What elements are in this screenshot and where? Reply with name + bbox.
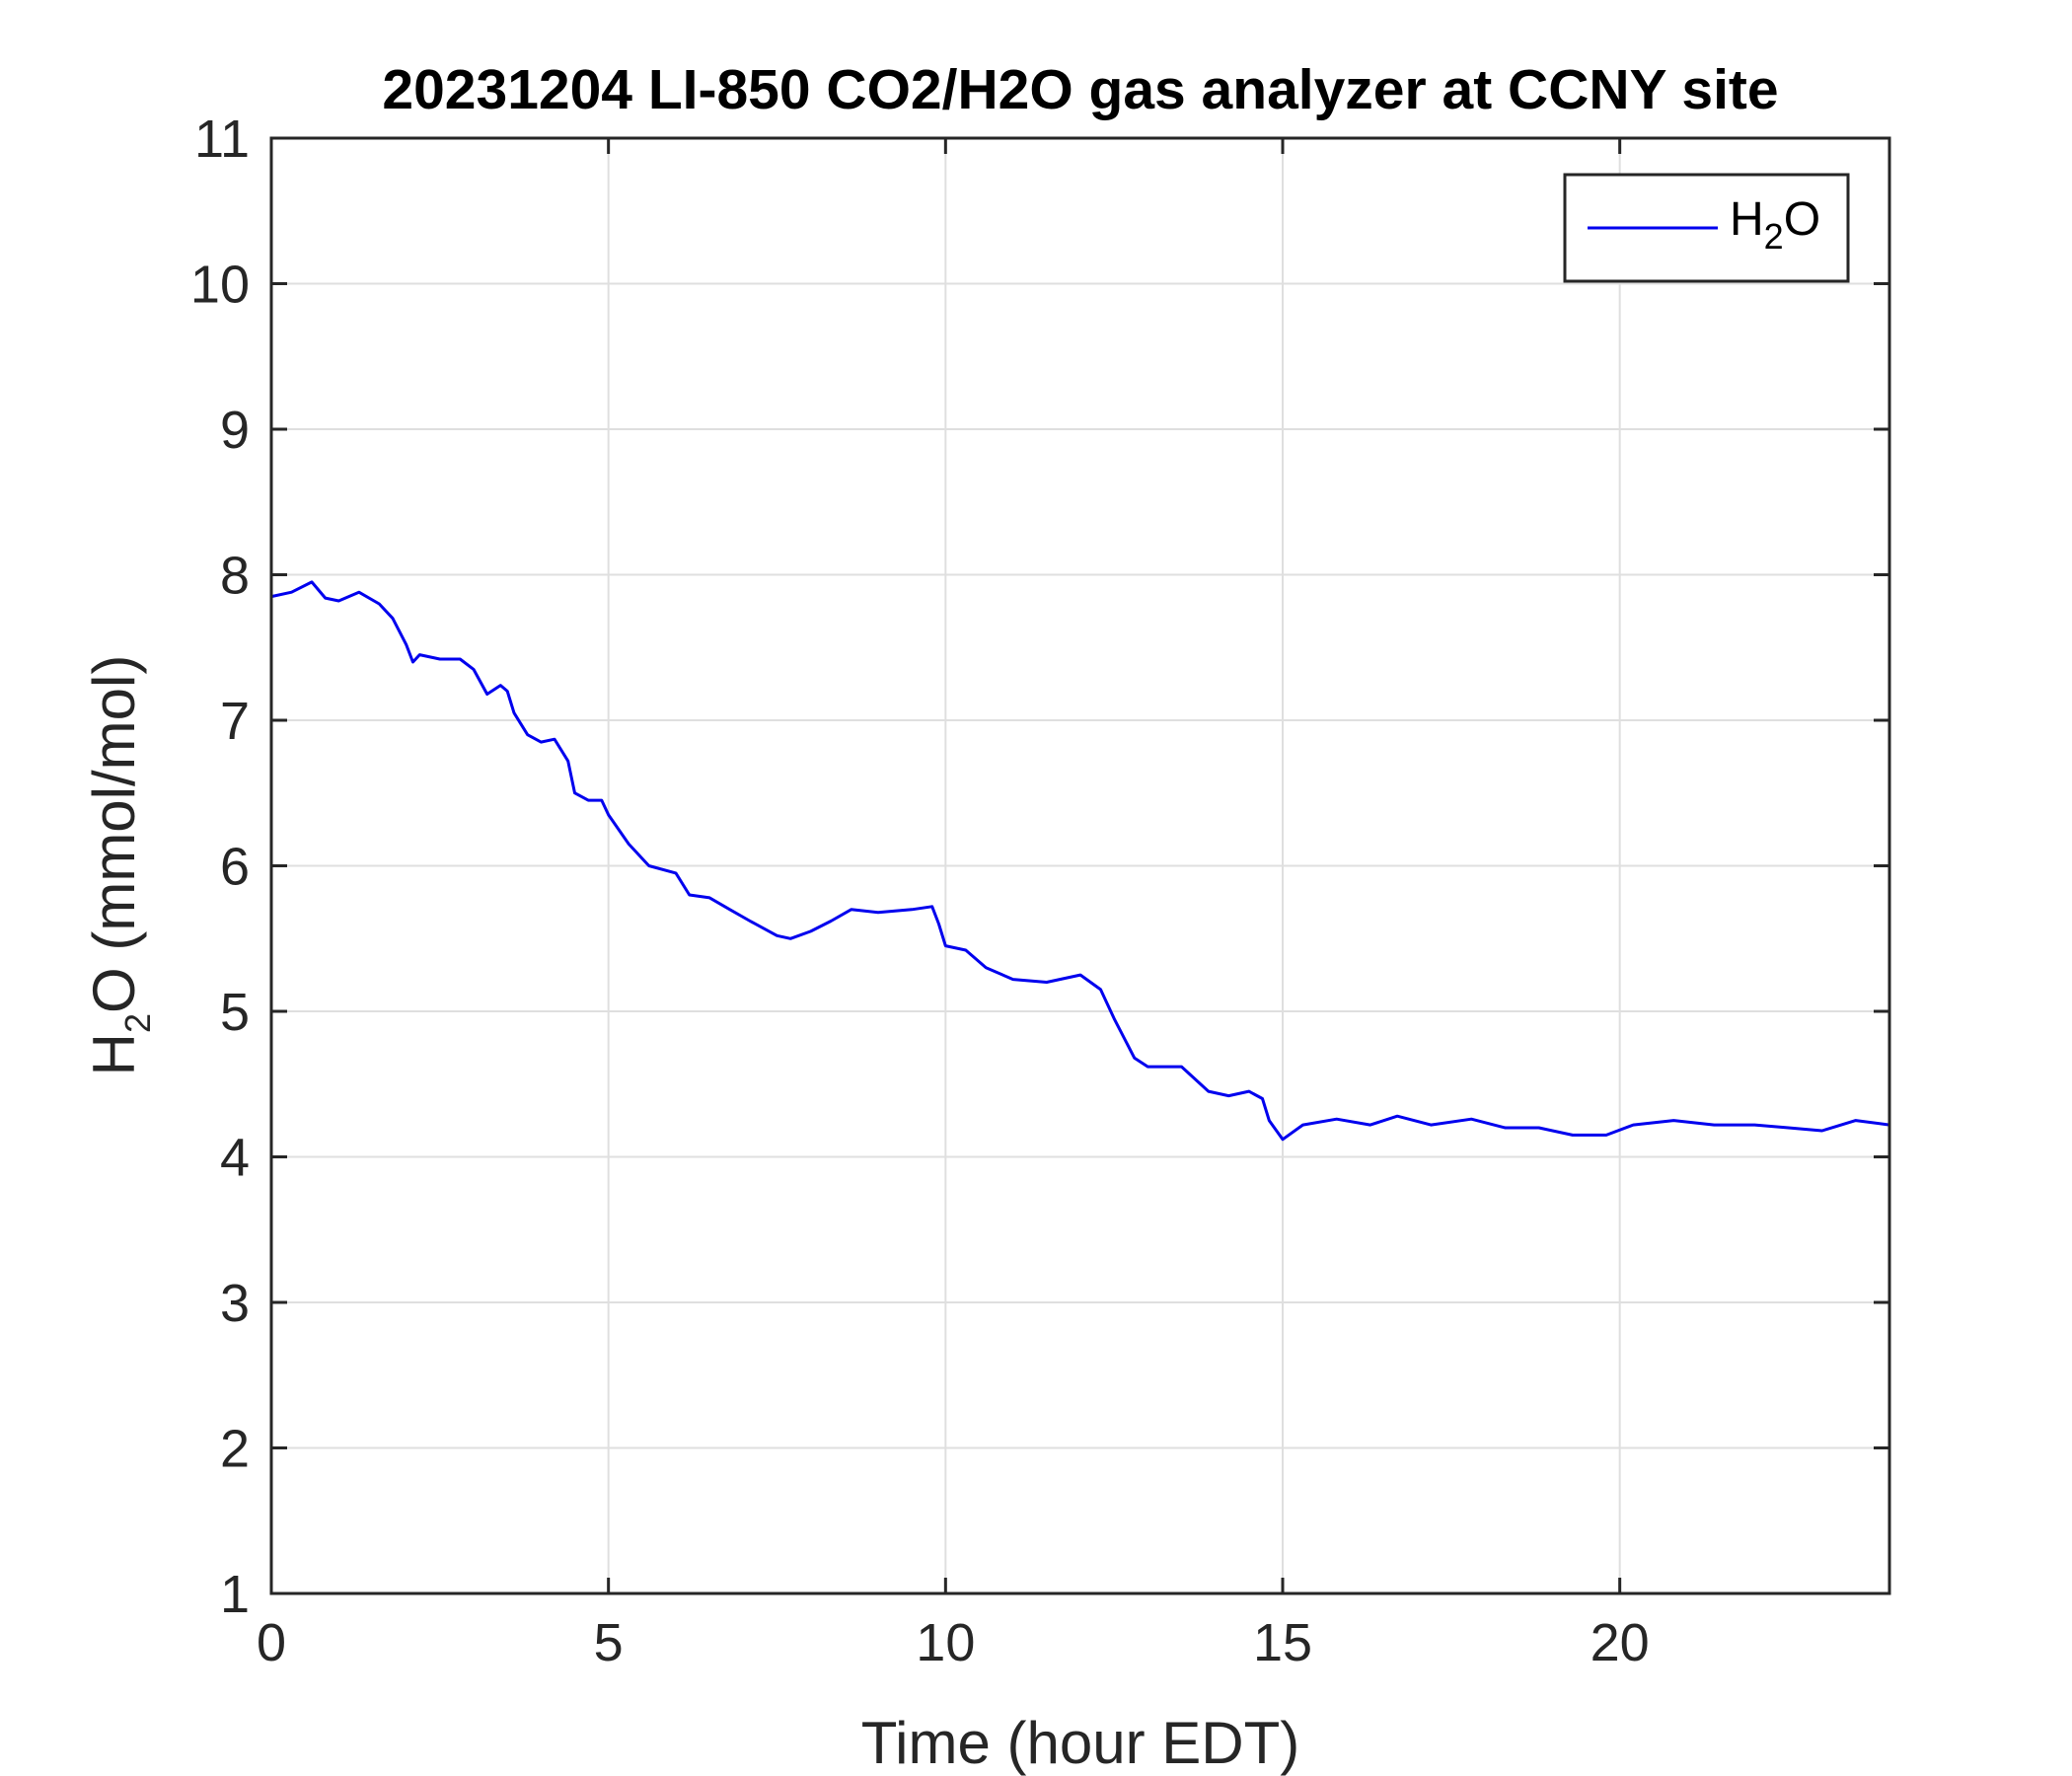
legend-label-h: H (1730, 193, 1764, 246)
axis-ticks (269, 136, 1889, 1595)
y-tick-label: 4 (220, 1129, 250, 1188)
y-axis-label-rest: O (mmol/mol) (81, 655, 147, 1013)
grid-lines (271, 138, 1889, 1593)
y-axis-label-h: H (81, 1033, 147, 1075)
y-tick-label: 1 (220, 1565, 250, 1624)
y-tick-label: 11 (194, 110, 250, 169)
x-axis-label: Time (hour EDT) (861, 1710, 1300, 1776)
x-tick-label: 0 (257, 1613, 286, 1672)
y-tick-label: 7 (220, 692, 250, 751)
x-tick-label: 15 (1253, 1613, 1312, 1672)
y-tick-label: 10 (190, 256, 250, 315)
chart-title: 20231204 LI-850 CO2/H2O gas analyzer at … (382, 58, 1778, 121)
y-axis-label: H2O (mmol/mol) (81, 655, 158, 1076)
y-tick-label: 3 (220, 1274, 250, 1333)
y-tick-label: 9 (220, 401, 250, 460)
legend-label: H2O (1730, 193, 1820, 257)
legend-label-rest: O (1784, 193, 1820, 246)
y-tick-label: 6 (220, 838, 250, 897)
x-tick-labels: 0 5 10 15 20 (257, 1613, 1650, 1672)
y-tick-label: 8 (220, 547, 250, 606)
y-tick-label: 2 (220, 1420, 250, 1479)
y-axis-label-subscript: 2 (117, 1013, 158, 1033)
legend-label-subscript: 2 (1764, 216, 1784, 257)
x-tick-label: 20 (1591, 1613, 1650, 1672)
y-tick-labels: 1 2 3 4 5 6 7 8 9 10 11 (190, 110, 250, 1624)
x-tick-label: 10 (916, 1613, 975, 1672)
legend: H2O (1563, 173, 1850, 283)
h2o-series-line (270, 580, 1890, 1142)
y-tick-label: 5 (220, 983, 250, 1042)
x-tick-label: 5 (594, 1613, 624, 1672)
